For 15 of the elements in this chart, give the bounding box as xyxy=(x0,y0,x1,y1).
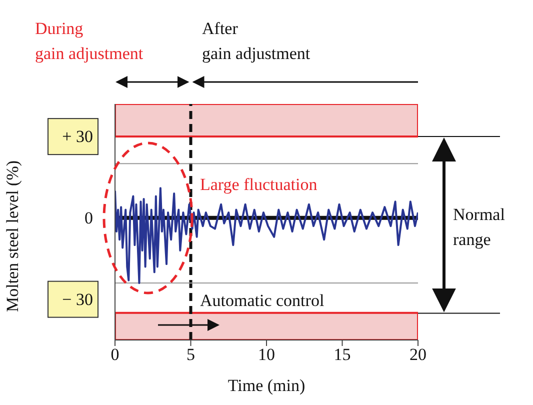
x-tick-label: 0 xyxy=(110,345,120,364)
annotation: Large fluctuation xyxy=(200,175,318,194)
y-axis-title: Molten steel level (%) xyxy=(3,160,22,312)
annotation: Automatic control xyxy=(200,291,324,310)
x-tick-label: 20 xyxy=(410,345,426,364)
y-tick-label: + 30 xyxy=(62,127,93,146)
x-tick-label: 5 xyxy=(186,345,195,364)
text: During gain adjustment xyxy=(35,19,144,63)
x-axis-title: Time (min) xyxy=(228,376,306,395)
x-tick-label: 10 xyxy=(258,345,275,364)
y-tick-label: 0 xyxy=(84,208,93,228)
text: After gain adjustment xyxy=(202,19,310,63)
text: Normal range xyxy=(453,205,506,249)
x-tick-label: 15 xyxy=(334,345,351,364)
y-tick-label: − 30 xyxy=(62,290,93,309)
